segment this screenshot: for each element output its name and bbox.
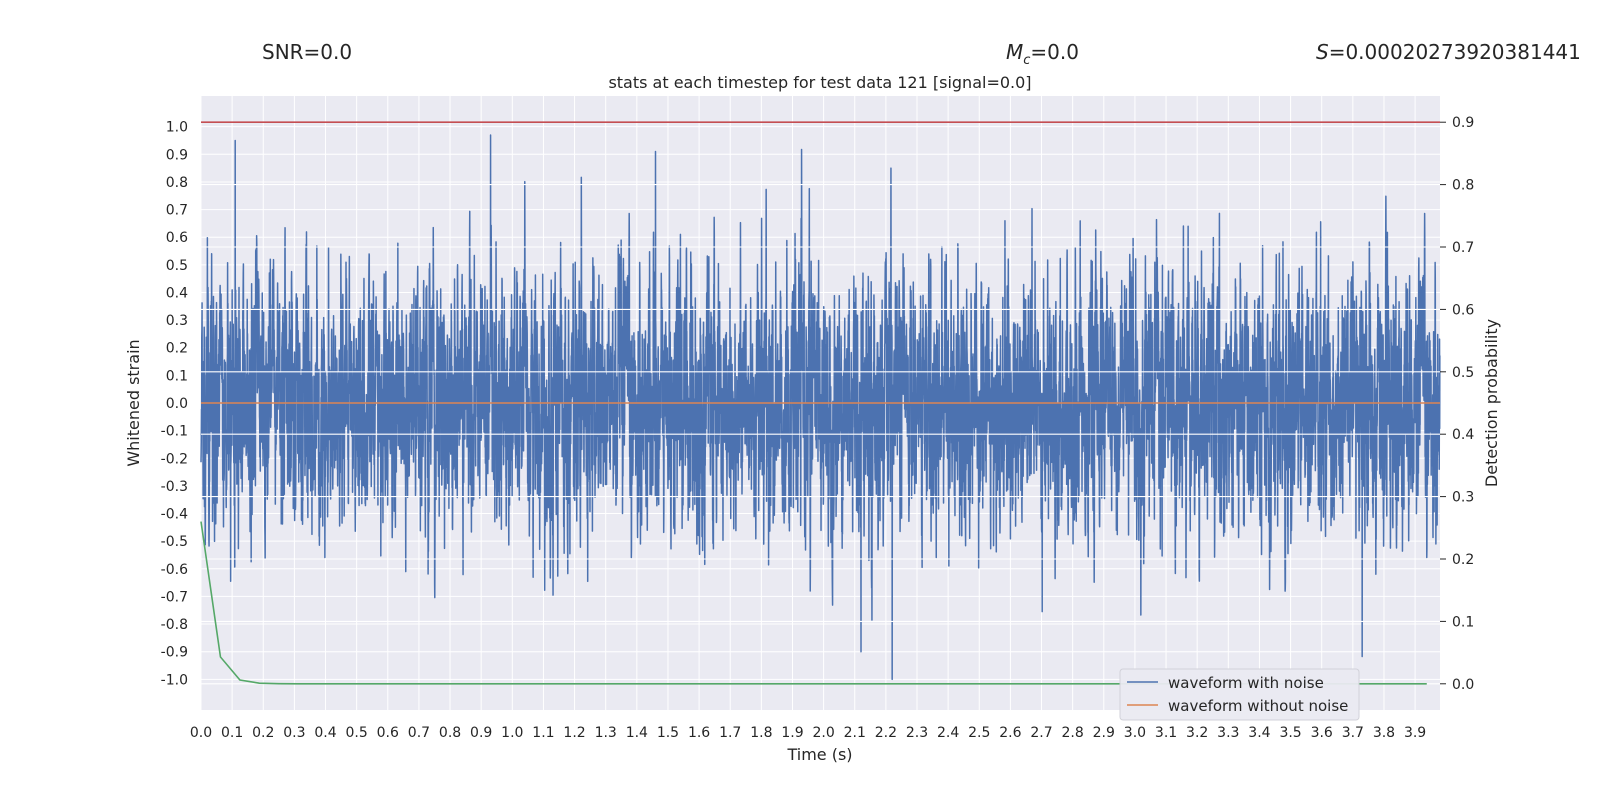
x-tick-label: 2.7 bbox=[1030, 725, 1052, 741]
y-tick-label-left: -0.9 bbox=[161, 645, 188, 661]
y-tick-label-right: 0.9 bbox=[1452, 115, 1474, 131]
x-tick-label: 1.3 bbox=[595, 725, 617, 741]
chirp-mass-symbol: M bbox=[1006, 40, 1024, 64]
x-tick-label: 3.2 bbox=[1186, 725, 1208, 741]
legend-label-clean: waveform without noise bbox=[1168, 697, 1348, 715]
chirp-mass-value: =0.0 bbox=[1030, 40, 1079, 64]
snr-label: SNR=0.0 bbox=[262, 40, 353, 64]
y-tick-label-right: 0.0 bbox=[1452, 677, 1474, 693]
y-tick-label-left: -1.0 bbox=[161, 672, 188, 688]
x-tick-label: 1.6 bbox=[688, 725, 710, 741]
legend: waveform with noise waveform without noi… bbox=[1119, 668, 1360, 721]
x-tick-label: 0.8 bbox=[439, 725, 461, 741]
chirp-mass-subscript: c bbox=[1023, 53, 1031, 68]
x-tick-label: 3.1 bbox=[1155, 725, 1177, 741]
y-ticks-left: 1.0 0.9 0.8 0.7 0.6 0.5 0.4 0.3 0.2 0.1 0.0 -0.1 -0.… bbox=[161, 120, 188, 689]
x-tick-label: 0.5 bbox=[346, 725, 368, 741]
x-ticks: 0.0 0.1 0.2 0.3 0.4 0.5 0.6 0.7 0.8 0.9 1.0 1.1 1.2 1… bbox=[190, 725, 1426, 741]
x-tick-label: 2.6 bbox=[999, 725, 1021, 741]
x-tick-label: 2.8 bbox=[1062, 725, 1084, 741]
x-tick-label: 0.0 bbox=[190, 725, 212, 741]
x-tick-label: 2.1 bbox=[844, 725, 866, 741]
x-tick-label: 0.9 bbox=[470, 725, 492, 741]
x-tick-label: 3.5 bbox=[1279, 725, 1301, 741]
y-tick-label-right: 0.3 bbox=[1452, 490, 1474, 506]
x-tick-label: 1.5 bbox=[657, 725, 679, 741]
legend-label-noisy: waveform with noise bbox=[1168, 674, 1324, 692]
y-tick-label-left: -0.5 bbox=[161, 534, 188, 550]
y-tick-label-left: 0.0 bbox=[166, 396, 188, 412]
y-ticks-right: 0.9 0.8 0.7 0.6 0.5 0.4 0.3 0.2 0.1 0.0 bbox=[1440, 115, 1474, 693]
s-statistic-value: =0.00020273920381441 bbox=[1328, 40, 1581, 64]
x-tick-label: 3.3 bbox=[1217, 725, 1239, 741]
x-tick-label: 0.1 bbox=[221, 725, 243, 741]
legend-box bbox=[1119, 668, 1360, 721]
y-tick-label-right: 0.2 bbox=[1452, 552, 1474, 568]
x-tick-label: 1.7 bbox=[719, 725, 741, 741]
y-tick-label-right: 0.4 bbox=[1452, 427, 1474, 443]
x-tick-label: 0.6 bbox=[377, 725, 399, 741]
y-tick-label-right: 0.7 bbox=[1452, 240, 1474, 256]
y-tick-label-left: 0.9 bbox=[166, 147, 188, 163]
x-tick-label: 1.1 bbox=[532, 725, 554, 741]
series-layer bbox=[200, 134, 1441, 681]
y-tick-label-left: -0.6 bbox=[161, 562, 188, 578]
y-tick-label-left: -0.3 bbox=[161, 479, 188, 495]
y-tick-label-left: 0.4 bbox=[166, 285, 188, 301]
y-tick-label-left: 0.6 bbox=[166, 230, 188, 246]
y-tick-label-left: 0.2 bbox=[166, 341, 188, 357]
y-tick-label-right: 0.5 bbox=[1452, 365, 1474, 381]
x-tick-label: 2.4 bbox=[937, 725, 959, 741]
detection-probability-line bbox=[200, 521, 1427, 685]
x-tick-label: 2.5 bbox=[968, 725, 990, 741]
x-tick-label: 1.8 bbox=[750, 725, 772, 741]
x-tick-label: 0.3 bbox=[283, 725, 305, 741]
x-tick-label: 0.2 bbox=[252, 725, 274, 741]
y-tick-label-left: -0.8 bbox=[161, 617, 188, 633]
y-tick-label-left: -0.2 bbox=[161, 451, 188, 467]
x-tick-label: 2.9 bbox=[1093, 725, 1115, 741]
y-axis-label-right: Detection probability bbox=[1482, 319, 1501, 487]
x-tick-label: 2.0 bbox=[812, 725, 834, 741]
x-tick-label: 3.6 bbox=[1311, 725, 1333, 741]
y-tick-label-left: 1.0 bbox=[166, 120, 188, 136]
x-tick-label: 3.4 bbox=[1248, 725, 1270, 741]
chirp-mass-label: Mc=0.0 bbox=[1006, 40, 1079, 68]
y-tick-label-left: 0.3 bbox=[166, 313, 188, 329]
chart-title: stats at each timestep for test data 121… bbox=[608, 73, 1031, 92]
y-tick-label-left: 0.1 bbox=[166, 368, 188, 384]
y-tick-label-left: -0.7 bbox=[161, 589, 188, 605]
x-tick-label: 1.0 bbox=[501, 725, 523, 741]
x-tick-label: 3.0 bbox=[1124, 725, 1146, 741]
x-tick-label: 1.4 bbox=[626, 725, 648, 741]
y-tick-label-right: 0.1 bbox=[1452, 614, 1474, 630]
x-tick-label: 3.8 bbox=[1373, 725, 1395, 741]
x-tick-label: 2.3 bbox=[906, 725, 928, 741]
y-tick-label-left: 0.7 bbox=[166, 203, 188, 219]
x-tick-label: 1.9 bbox=[781, 725, 803, 741]
y-axis-label-left: Whitened strain bbox=[124, 339, 143, 466]
y-tick-label-left: 0.5 bbox=[166, 258, 188, 274]
x-tick-label: 3.7 bbox=[1342, 725, 1364, 741]
y-tick-label-left: -0.1 bbox=[161, 424, 188, 440]
y-tick-label-right: 0.6 bbox=[1452, 302, 1474, 318]
x-tick-label: 0.4 bbox=[314, 725, 336, 741]
x-tick-label: 1.2 bbox=[563, 725, 585, 741]
x-tick-label: 2.2 bbox=[875, 725, 897, 741]
y-tick-label-right: 0.8 bbox=[1452, 178, 1474, 194]
y-tick-label-left: -0.4 bbox=[161, 507, 188, 523]
x-axis-label: Time (s) bbox=[786, 745, 852, 764]
s-statistic-symbol: S bbox=[1316, 40, 1329, 64]
x-tick-label: 3.9 bbox=[1404, 725, 1426, 741]
x-tick-label: 0.7 bbox=[408, 725, 430, 741]
s-statistic-label: S=0.00020273920381441 bbox=[1316, 40, 1581, 64]
y-tick-label-left: 0.8 bbox=[166, 175, 188, 191]
waveform-with-noise-line bbox=[200, 134, 1441, 681]
